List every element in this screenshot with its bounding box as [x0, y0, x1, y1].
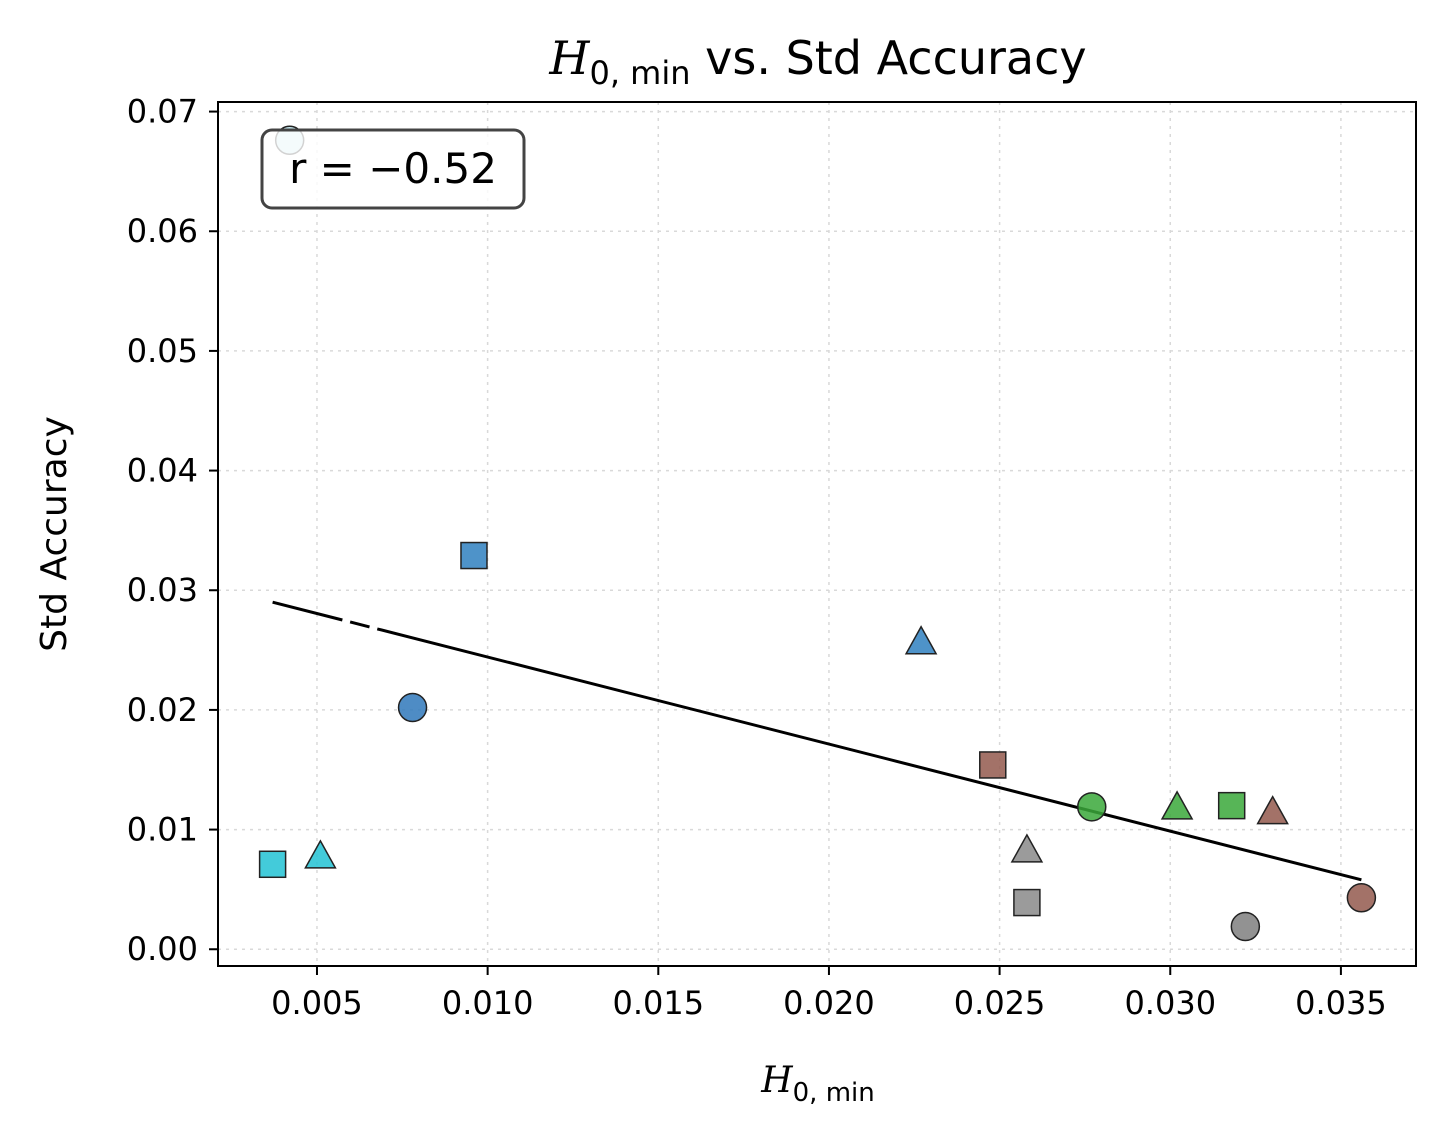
x-axis-ticks: 0.005 0.010 0.015 0.020 0.025 0.030 0.035 — [271, 966, 1387, 1022]
x-axis-label: H0, min — [760, 1060, 875, 1108]
y-tick-label: 0.02 — [127, 691, 198, 729]
x-tick-label: 0.030 — [1124, 984, 1216, 1022]
y-tick-label: 0.03 — [127, 571, 198, 609]
x-tick-label: 0.010 — [442, 984, 534, 1022]
point-triangle — [1010, 833, 1044, 863]
point-square — [1217, 791, 1246, 820]
annotation-text: r = −0.52 — [289, 144, 497, 193]
x-tick-label: 0.005 — [271, 984, 363, 1022]
x-tick-label: 0.015 — [612, 984, 704, 1022]
chart-title-subscript: 0, min — [589, 54, 690, 92]
x-tick-label: 0.025 — [954, 984, 1046, 1022]
y-tick-label: 0.04 — [127, 452, 198, 490]
x-axis-label-subscript: 0, min — [793, 1078, 875, 1108]
point-triangle — [1160, 790, 1194, 820]
correlation-annotation: r = −0.52 — [260, 128, 526, 210]
point-triangle — [904, 625, 938, 655]
y-tick-label: 0.05 — [127, 332, 198, 370]
point-square — [1013, 888, 1041, 917]
x-axis-label-variable: H — [760, 1060, 793, 1101]
annotation-box — [260, 128, 526, 210]
plot-frame — [217, 101, 1417, 967]
fit-line-layer — [272, 600, 1362, 882]
point-square — [979, 751, 1007, 779]
chart-title-rest: vs. Std Accuracy — [691, 31, 1087, 85]
point-square — [258, 850, 287, 879]
point-triangle — [304, 839, 337, 869]
x-tick-label: 0.035 — [1295, 984, 1387, 1022]
x-tick-label: 0.020 — [783, 984, 875, 1022]
chart-title-variable: H — [548, 31, 590, 85]
y-tick-label: 0.07 — [127, 93, 198, 131]
y-axis-label: Std Accuracy — [34, 416, 75, 652]
y-tick-label: 0.00 — [127, 930, 198, 968]
regression-line — [272, 600, 1362, 882]
point-circle — [1230, 911, 1261, 942]
point-circle — [1346, 883, 1377, 913]
grid — [218, 102, 1416, 966]
point-circle — [397, 692, 428, 723]
y-tick-label: 0.06 — [127, 212, 198, 250]
y-tick-label: 0.01 — [127, 811, 198, 849]
point-circle — [1077, 792, 1107, 822]
chart-title: H0, min vs. Std Accuracy — [548, 31, 1086, 92]
point-square — [460, 541, 488, 570]
y-axis-ticks: 0.00 0.01 0.02 0.03 0.04 0.05 0.06 0.07 — [127, 93, 218, 968]
point-triangle — [1256, 795, 1289, 825]
